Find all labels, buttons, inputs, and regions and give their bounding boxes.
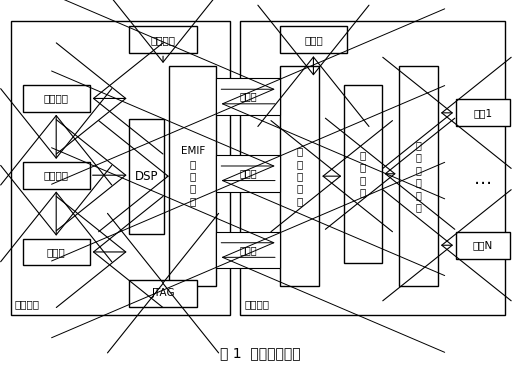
Bar (456, 232, 510, 259)
Bar (456, 99, 510, 126)
Text: 复位电路: 复位电路 (44, 94, 69, 103)
Text: JTAG: JTAG (151, 288, 175, 298)
Text: 时钟电路: 时钟电路 (151, 35, 176, 45)
Text: 接口电路: 接口电路 (244, 300, 269, 310)
Bar (216, 155, 280, 191)
Bar (280, 66, 319, 287)
Bar (129, 280, 197, 307)
Text: 信号线: 信号线 (239, 245, 257, 255)
Bar (240, 21, 505, 315)
Bar (216, 78, 280, 115)
Text: 电源电路: 电源电路 (44, 170, 69, 180)
Text: DSP: DSP (135, 170, 159, 183)
Text: …: … (474, 170, 492, 188)
Bar (11, 21, 230, 315)
Bar (129, 27, 197, 53)
Bar (280, 27, 347, 53)
Bar (216, 232, 280, 268)
Text: 协
议
处
理
器: 协 议 处 理 器 (296, 146, 303, 206)
Text: 串口1: 串口1 (474, 108, 492, 118)
Bar (129, 119, 164, 234)
Bar (344, 85, 382, 262)
Bar (22, 239, 90, 265)
Text: 译码器: 译码器 (304, 35, 323, 45)
Bar (22, 85, 90, 112)
Bar (398, 66, 438, 287)
Text: 地址线: 地址线 (239, 92, 257, 101)
Bar (22, 162, 90, 189)
Bar (169, 66, 216, 287)
Text: EMIF
总
线
接
口: EMIF 总 线 接 口 (180, 146, 205, 206)
Text: 数据线: 数据线 (239, 168, 257, 178)
Text: 控制电路: 控制电路 (15, 300, 40, 310)
Text: 串口N: 串口N (473, 240, 493, 250)
Text: 电
平
转
换
电
路: 电 平 转 换 电 路 (415, 140, 421, 212)
Text: 存储器: 存储器 (47, 247, 66, 257)
Text: 隔
离
电
路: 隔 离 电 路 (360, 150, 366, 197)
Text: 图 1  系统构架框图: 图 1 系统构架框图 (219, 347, 301, 361)
